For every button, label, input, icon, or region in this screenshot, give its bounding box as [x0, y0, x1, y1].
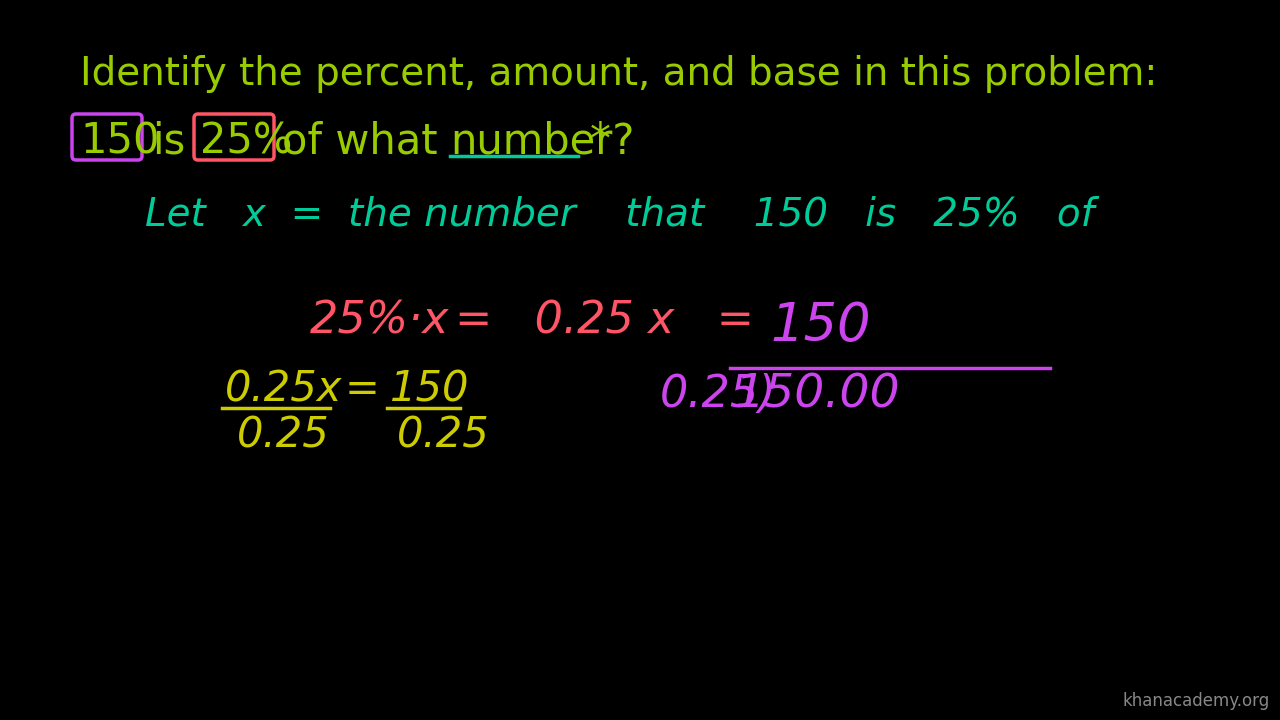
Text: 25%·x: 25%·x	[310, 300, 449, 343]
Text: 150: 150	[79, 120, 160, 162]
Text: 0.25x: 0.25x	[225, 368, 342, 410]
Text: Let   x  =  the number    that    150   is   25%   of: Let x = the number that 150 is 25% of	[145, 195, 1094, 233]
Text: 0.25: 0.25	[397, 414, 490, 456]
Text: 25%: 25%	[200, 120, 292, 162]
Text: 0.25: 0.25	[237, 414, 330, 456]
Text: 0.25): 0.25)	[660, 373, 777, 416]
Text: Identify the percent, amount, and base in this problem:: Identify the percent, amount, and base i…	[79, 55, 1157, 93]
Text: *: *	[590, 120, 611, 162]
Text: 150: 150	[771, 300, 870, 352]
Text: 150: 150	[390, 368, 470, 410]
Text: number?: number?	[451, 120, 635, 162]
Text: 150.00: 150.00	[735, 373, 901, 418]
Text: is: is	[152, 120, 186, 162]
Text: =: =	[346, 368, 380, 410]
Text: khanacademy.org: khanacademy.org	[1123, 692, 1270, 710]
Text: =   0.25 x   =: = 0.25 x =	[454, 300, 754, 343]
Text: of what: of what	[282, 120, 438, 162]
